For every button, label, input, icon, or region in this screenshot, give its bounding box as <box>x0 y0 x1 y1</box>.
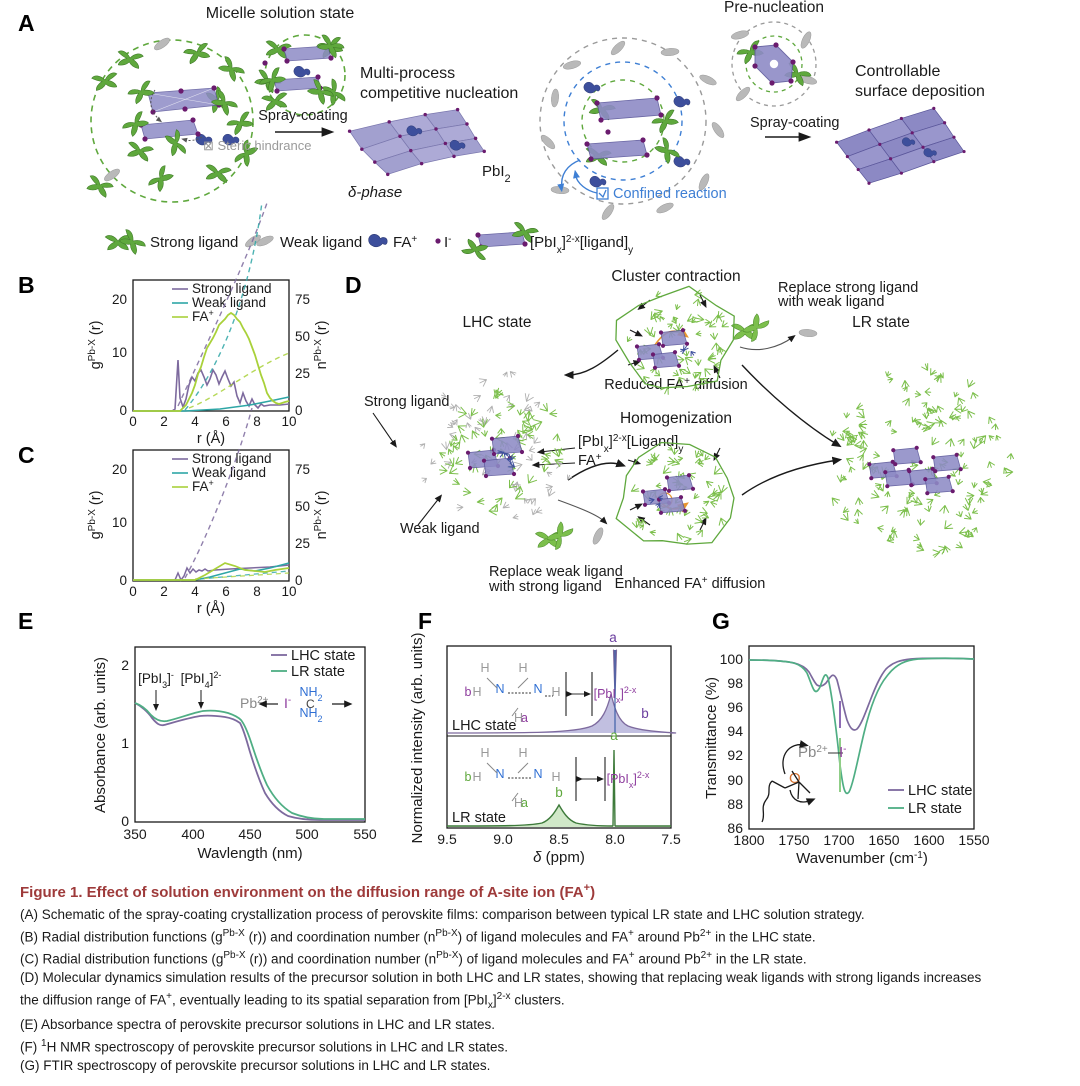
svg-text:r (Å): r (Å) <box>197 430 225 447</box>
svg-text:LHC state: LHC state <box>291 648 355 664</box>
svg-text:H: H <box>472 770 481 784</box>
svg-text:H: H <box>518 746 527 760</box>
svg-text:8.0: 8.0 <box>605 831 625 847</box>
svg-text:9.5: 9.5 <box>437 831 457 847</box>
svg-text:gPb-X (r): gPb-X (r) <box>87 491 105 540</box>
svg-text:δ (ppm): δ (ppm) <box>533 849 585 866</box>
svg-text:N: N <box>495 682 504 696</box>
svg-text:25: 25 <box>295 536 310 551</box>
svg-text:25: 25 <box>295 366 310 381</box>
svg-text:20: 20 <box>112 462 127 477</box>
svg-text:N: N <box>533 682 542 696</box>
svg-text:[PbI4]2-: [PbI4]2- <box>181 670 222 690</box>
svg-text:Normalized intensity (arb. uni: Normalized intensity (arb. units) <box>409 633 426 844</box>
svg-text:75: 75 <box>295 292 310 307</box>
svg-text:8.5: 8.5 <box>549 831 569 847</box>
svg-text:Absorbance (arb. units): Absorbance (arb. units) <box>92 657 109 813</box>
svg-text:Strong ligand: Strong ligand <box>192 451 272 466</box>
svg-text:550: 550 <box>353 826 377 842</box>
svg-text:Wavlength (nm): Wavlength (nm) <box>197 845 302 862</box>
svg-text:LHC state: LHC state <box>908 783 972 799</box>
svg-text:1: 1 <box>121 735 129 751</box>
svg-text:LHC state: LHC state <box>452 718 516 734</box>
svg-text:N: N <box>495 767 504 781</box>
svg-text:r (Å): r (Å) <box>197 600 225 617</box>
svg-text:FA+: FA+ <box>192 478 214 494</box>
svg-text:0: 0 <box>121 813 129 829</box>
svg-text:0: 0 <box>129 584 137 599</box>
svg-text:88: 88 <box>727 796 743 812</box>
svg-text:b: b <box>465 685 472 699</box>
svg-text:a: a <box>609 630 617 645</box>
svg-text:a: a <box>521 711 528 725</box>
svg-text:7.5: 7.5 <box>661 831 681 847</box>
svg-text:N: N <box>533 767 542 781</box>
svg-text:75: 75 <box>295 462 310 477</box>
svg-text:500: 500 <box>295 826 319 842</box>
svg-text:FA+: FA+ <box>192 308 214 324</box>
svg-text:50: 50 <box>295 499 310 514</box>
svg-text:1700: 1700 <box>823 832 854 848</box>
svg-text:86: 86 <box>727 820 743 836</box>
svg-text:96: 96 <box>727 699 743 715</box>
svg-text:LR state: LR state <box>291 664 345 680</box>
svg-text:92: 92 <box>727 747 743 763</box>
svg-text:nPb-X (r): nPb-X (r) <box>313 321 331 370</box>
svg-text:[PbIx]2-x: [PbIx]2-x <box>594 685 637 705</box>
svg-text:gPb-X (r): gPb-X (r) <box>87 321 105 370</box>
svg-text:H: H <box>551 685 560 699</box>
svg-text:nPb-X (r): nPb-X (r) <box>313 491 331 540</box>
svg-text:1750: 1750 <box>778 832 809 848</box>
svg-text:20: 20 <box>112 292 127 307</box>
svg-text:10: 10 <box>112 345 127 360</box>
svg-text:10: 10 <box>112 515 127 530</box>
svg-text:1600: 1600 <box>913 832 944 848</box>
svg-text:I-: I- <box>839 744 847 762</box>
svg-text:50: 50 <box>295 329 310 344</box>
svg-text:H: H <box>480 661 489 675</box>
svg-text:9.0: 9.0 <box>493 831 513 847</box>
svg-text:8: 8 <box>253 584 261 599</box>
svg-text:400: 400 <box>181 826 205 842</box>
svg-text:2: 2 <box>160 584 168 599</box>
svg-text:Transmittance (%): Transmittance (%) <box>703 677 720 799</box>
svg-text:b: b <box>641 706 649 721</box>
svg-text:H: H <box>551 770 560 784</box>
svg-text:0: 0 <box>119 573 127 588</box>
svg-text:2: 2 <box>160 414 168 429</box>
svg-text:a: a <box>521 796 528 810</box>
svg-text:b: b <box>555 785 563 800</box>
svg-text:90: 90 <box>727 772 743 788</box>
svg-text:H: H <box>480 746 489 760</box>
svg-text:0: 0 <box>129 414 137 429</box>
svg-text:Pb2+: Pb2+ <box>798 744 828 762</box>
svg-text:2: 2 <box>121 657 129 673</box>
svg-text:b: b <box>465 770 472 784</box>
svg-text:0: 0 <box>295 573 303 588</box>
svg-text:a: a <box>610 728 618 743</box>
svg-text:8: 8 <box>253 414 261 429</box>
svg-text:6: 6 <box>222 584 230 599</box>
svg-text:94: 94 <box>727 723 743 739</box>
svg-text:0: 0 <box>295 403 303 418</box>
svg-text:450: 450 <box>238 826 262 842</box>
svg-text:4: 4 <box>191 414 199 429</box>
svg-text:98: 98 <box>727 675 743 691</box>
svg-text:Wavenumber (cm-1): Wavenumber (cm-1) <box>796 850 928 868</box>
svg-text:H: H <box>518 661 527 675</box>
svg-text:C: C <box>306 697 315 711</box>
svg-text:LR state: LR state <box>908 801 962 817</box>
svg-text:1650: 1650 <box>868 832 899 848</box>
svg-text:[PbI3]-: [PbI3]- <box>138 670 174 690</box>
svg-text:H: H <box>472 685 481 699</box>
svg-text:Pb2+: Pb2+ <box>240 695 269 712</box>
svg-text:I-: I- <box>284 695 291 712</box>
svg-text:1550: 1550 <box>958 832 989 848</box>
svg-text:100: 100 <box>720 651 744 667</box>
svg-text:Weak ligand: Weak ligand <box>192 295 266 310</box>
svg-text:LR state: LR state <box>452 810 506 826</box>
svg-text:4: 4 <box>191 584 199 599</box>
svg-text:6: 6 <box>222 414 230 429</box>
svg-text:0: 0 <box>119 403 127 418</box>
